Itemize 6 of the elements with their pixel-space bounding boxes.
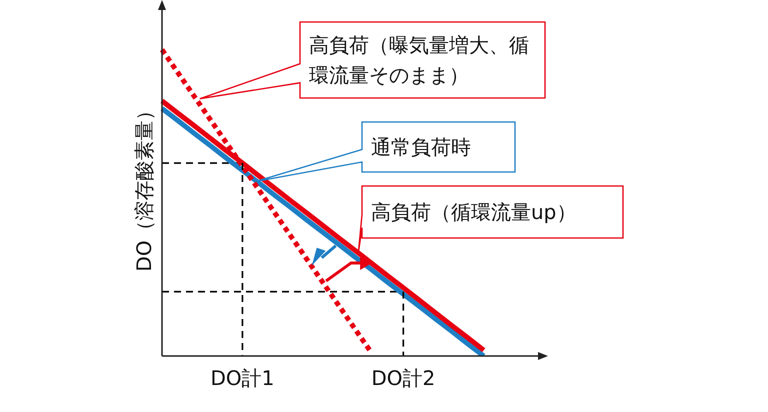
annotation: 高負荷（曝気量増大、循環流量そのまま） [309,32,530,89]
annotation: 高負荷（循環流量up） [371,199,578,226]
annotation: 通常負荷時 [371,134,472,161]
y-axis-title: DO（溶存酸素量） [132,100,156,272]
x-tick-label: DO計1 [210,366,274,390]
x-tick-label: DO計2 [371,366,436,390]
